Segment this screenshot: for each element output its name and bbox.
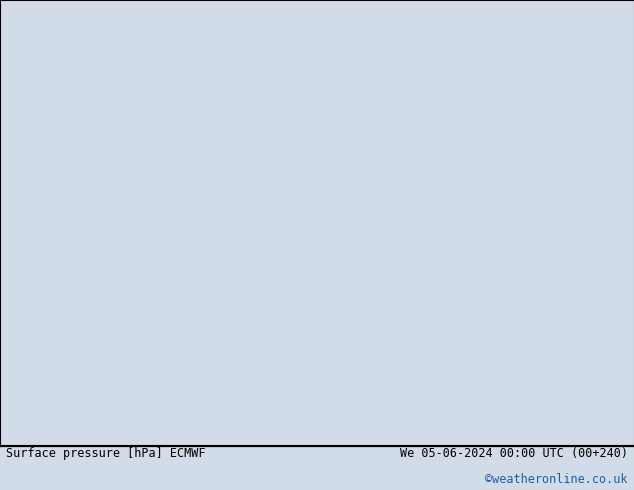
Text: We 05-06-2024 00:00 UTC (00+240): We 05-06-2024 00:00 UTC (00+240)	[399, 447, 628, 460]
Text: ©weatheronline.co.uk: ©weatheronline.co.uk	[485, 473, 628, 486]
Text: Surface pressure [hPa] ECMWF: Surface pressure [hPa] ECMWF	[6, 447, 206, 460]
